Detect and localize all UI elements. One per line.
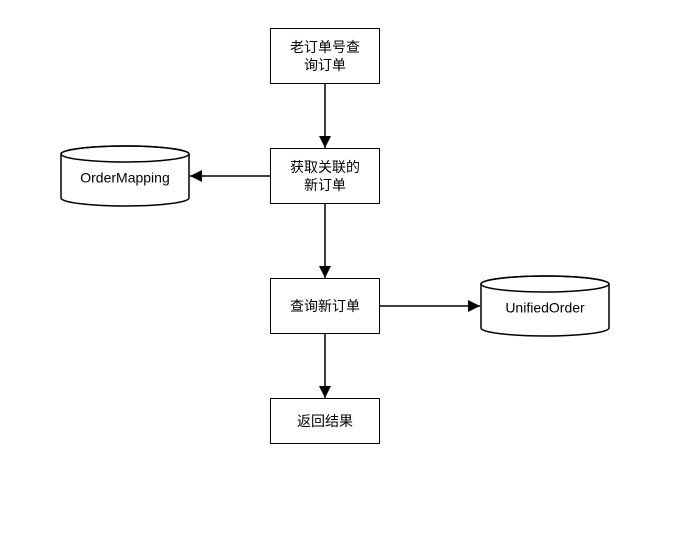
edge-step3-step4 <box>0 0 692 536</box>
flowchart-container: 老订单号查询订单 获取关联的新订单 查询新订单 返回结果 OrderMappin… <box>0 0 692 536</box>
